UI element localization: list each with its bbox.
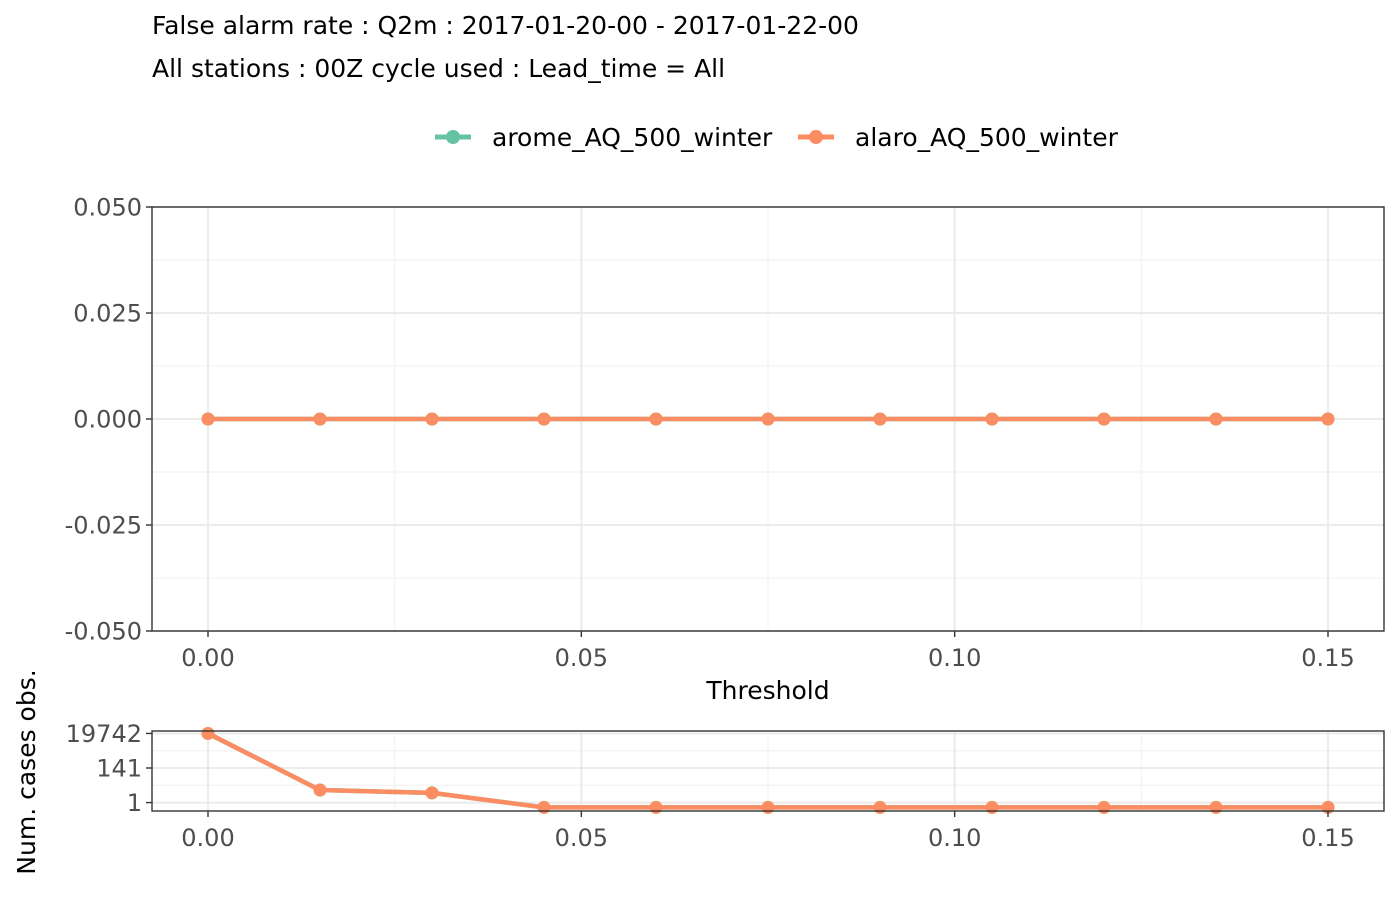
data-point [201, 726, 215, 740]
y-tick-label: 141 [96, 754, 142, 782]
legend-label-arome: arome_AQ_500_winter [492, 123, 773, 152]
y-tick-label: 0.000 [73, 406, 142, 434]
y-tick-label: 0.050 [73, 194, 142, 222]
data-point [985, 800, 999, 814]
main-plot-panel: -0.050 -0.025 0.000 0.025 0.050 0.00 0.05 0.10 0… [65, 194, 1385, 705]
data-point [649, 412, 663, 426]
chart-subtitle: All stations : 00Z cycle used : Lead_tim… [152, 54, 725, 83]
panel-border [151, 730, 1385, 812]
data-point [1209, 412, 1223, 426]
data-point [1321, 412, 1335, 426]
data-point [761, 412, 775, 426]
data-point [649, 800, 663, 814]
data-point [1097, 800, 1111, 814]
data-point [201, 412, 215, 426]
x-tick-label: 0.15 [1301, 644, 1354, 672]
x-tick-label: 0.05 [555, 824, 608, 852]
x-tick-label: 0.10 [928, 824, 981, 852]
data-point [313, 783, 327, 797]
data-point [873, 412, 887, 426]
x-tick-label: 0.05 [555, 644, 608, 672]
data-point [761, 800, 775, 814]
x-tick-label: 0.15 [1301, 824, 1354, 852]
legend-label-alaro: alaro_AQ_500_winter [855, 123, 1119, 152]
data-point [1209, 800, 1223, 814]
y-tick-label: 1 [127, 789, 142, 817]
chart-title: False alarm rate : Q2m : 2017-01-20-00 -… [152, 11, 859, 40]
data-point [425, 786, 439, 800]
data-point [985, 412, 999, 426]
x-tick-label: 0.00 [181, 644, 234, 672]
y-tick-label: 19742 [66, 720, 142, 748]
x-tick-label: 0.00 [181, 824, 234, 852]
y-tick-label: -0.025 [65, 512, 142, 540]
y-tick-label: -0.050 [65, 618, 142, 646]
x-axis-title: Threshold [705, 676, 829, 705]
data-point [1097, 412, 1111, 426]
y-tick-label: 0.025 [73, 300, 142, 328]
series-alaro [201, 412, 1335, 426]
data-point [537, 800, 551, 814]
counts-plot-panel: 1 141 19742 0.00 0.05 0.10 0.15 Num. cases obs. [12, 669, 1385, 875]
data-point [537, 412, 551, 426]
legend: arome_AQ_500_winter alaro_AQ_500_winter [435, 123, 1119, 152]
legend-key-point-arome [446, 130, 460, 144]
data-point [873, 800, 887, 814]
legend-key-point-alaro [809, 130, 823, 144]
x-tick-label: 0.10 [928, 644, 981, 672]
y-axis-title: Num. cases obs. [12, 669, 41, 874]
data-point [425, 412, 439, 426]
data-point [313, 412, 327, 426]
